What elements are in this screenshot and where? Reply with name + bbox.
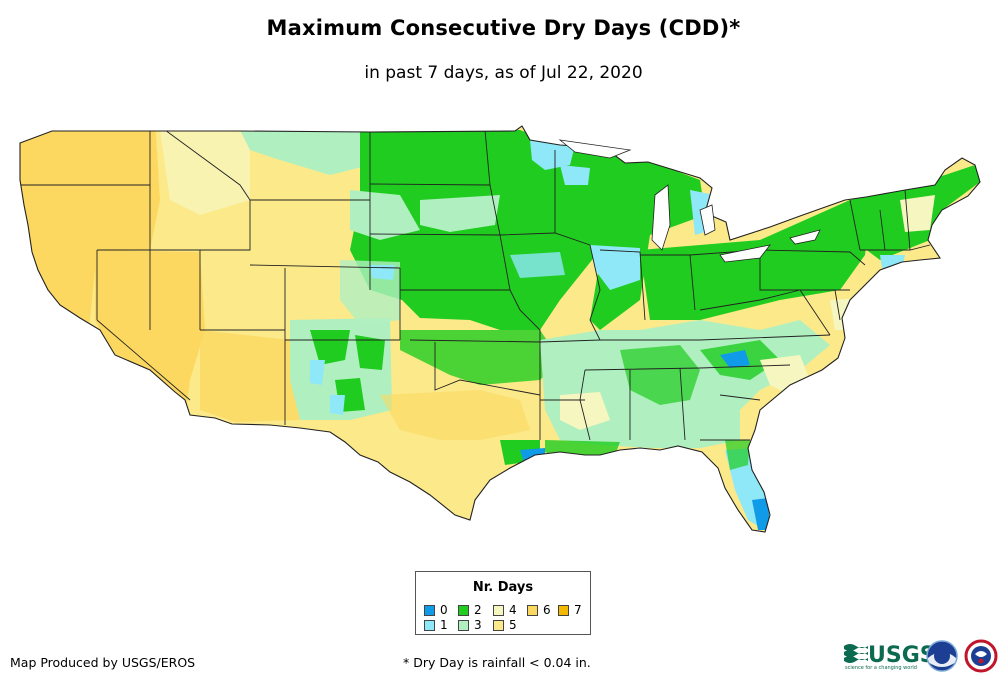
noaa-logo xyxy=(926,640,958,672)
map-credit: Map Produced by USGS/EROS xyxy=(10,655,196,670)
map-legend: Nr. Days 0 1 2 3 4 5 6 7 xyxy=(415,571,591,635)
legend-swatch xyxy=(458,604,469,616)
legend-label: 5 xyxy=(509,618,517,632)
legend-title: Nr. Days xyxy=(472,580,534,595)
usgs-tagline: science for a changing world xyxy=(845,665,917,671)
legend-item-6: 6 xyxy=(527,603,551,617)
legend-label: 1 xyxy=(440,618,448,632)
legend-label: 3 xyxy=(474,618,482,632)
dry-day-note: * Dry Day is rainfall < 0.04 in. xyxy=(403,655,591,670)
legend-item-0: 0 xyxy=(424,603,448,617)
legend-swatch xyxy=(493,619,504,631)
agency-logos: USGS science for a changing world xyxy=(844,639,998,673)
legend-label: 7 xyxy=(574,603,582,617)
legend-label: 4 xyxy=(509,603,517,617)
legend-label: 6 xyxy=(543,603,551,617)
usgs-logo: USGS science for a changing world xyxy=(844,643,936,671)
cdd-map xyxy=(19,125,981,533)
legend-item-3: 3 xyxy=(458,618,482,632)
legend-item-1: 1 xyxy=(424,618,448,632)
legend-label: 2 xyxy=(474,603,482,617)
legend-swatch xyxy=(424,619,435,631)
legend-swatch xyxy=(527,604,538,616)
map-title: Maximum Consecutive Dry Days (CDD)* xyxy=(266,16,741,40)
nws-logo xyxy=(964,639,998,673)
legend-item-7: 7 xyxy=(558,603,582,617)
legend-swatch xyxy=(493,604,504,616)
legend-item-4: 4 xyxy=(493,603,517,617)
legend-swatch xyxy=(424,604,435,616)
legend-swatch xyxy=(558,604,569,616)
legend-item-5: 5 xyxy=(493,618,517,632)
map-subtitle: in past 7 days, as of Jul 22, 2020 xyxy=(364,63,643,83)
legend-swatch xyxy=(458,619,469,631)
usgs-wordmark: USGS xyxy=(868,643,936,668)
legend-item-2: 2 xyxy=(458,603,482,617)
legend-label: 0 xyxy=(440,603,448,617)
